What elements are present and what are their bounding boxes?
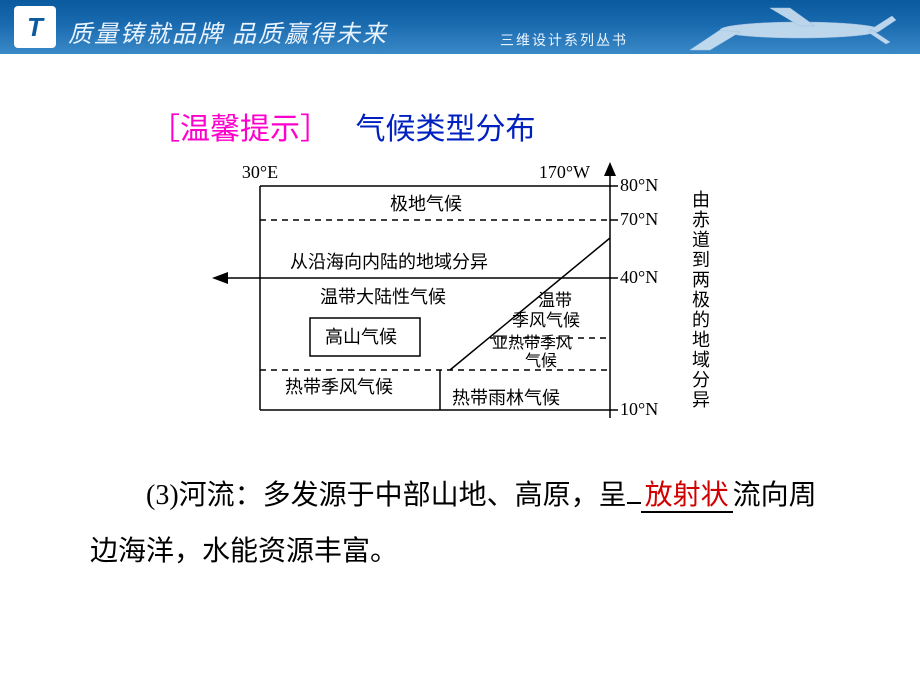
axis-label-170w: 170°W: [539, 162, 590, 182]
tick-70n: 70°N: [620, 209, 658, 229]
tick-40n: 40°N: [620, 267, 658, 287]
tick-80n: 80°N: [620, 175, 658, 195]
slide-content: ［温馨提示］ 气候类型分布: [0, 54, 920, 580]
region-temperate-monsoon-1: 温带: [538, 291, 572, 310]
body-paragraph: (3)河流：多发源于中部山地、高原，呈放射状流向周边海洋，水能资源丰富。: [90, 468, 840, 580]
region-tropical-monsoon: 热带季风气候: [285, 377, 393, 397]
series-label: 三维设计系列丛书: [500, 30, 628, 50]
climate-diagram: 30°E 170°W 80°N 70°N 40°N 10°N 极地气候 从沿海向…: [190, 158, 750, 438]
logo-icon: T: [14, 6, 56, 48]
axis-label-30e: 30°E: [242, 162, 278, 182]
region-tropical-rainforest: 热带雨林气候: [452, 388, 560, 408]
region-polar: 极地气候: [390, 194, 462, 214]
svg-text:的: 的: [692, 310, 710, 330]
svg-text:道: 道: [692, 230, 710, 250]
region-temperate-continental: 温带大陆性气候: [320, 287, 446, 307]
region-subtropical-monsoon-1: 亚热带季风: [492, 334, 572, 352]
svg-text:极: 极: [692, 290, 710, 310]
heading-title: 气候类型分布: [356, 113, 536, 146]
region-highland: 高山气候: [325, 327, 397, 347]
slogan-text: 质量铸就品牌 品质赢得未来: [68, 14, 388, 49]
tip-label: ［温馨提示］: [150, 113, 330, 146]
svg-text:两: 两: [692, 270, 710, 290]
region-temperate-monsoon-2: 季风气候: [512, 311, 580, 330]
svg-text:由: 由: [692, 190, 710, 210]
tick-10n: 10°N: [620, 399, 658, 419]
answer-text: 放射状: [641, 480, 733, 513]
blank-underline: [627, 502, 641, 504]
svg-text:域: 域: [692, 350, 710, 370]
logo-letter: T: [27, 12, 43, 43]
heading-row: ［温馨提示］ 气候类型分布: [150, 104, 850, 148]
region-subtropical-monsoon-2: 气候: [525, 352, 557, 370]
svg-text:地: 地: [692, 330, 710, 350]
para-prefix: (3)河流：多发源于中部山地、高原，呈: [146, 480, 627, 511]
header-banner: T 质量铸就品牌 品质赢得未来 三维设计系列丛书: [0, 0, 920, 54]
side-vertical-text: 由 赤 道 到 两 极 的 地 域 分 异: [692, 190, 710, 410]
region-coastal-to-inland: 从沿海向内陆的地域分异: [290, 252, 488, 272]
svg-text:异: 异: [692, 390, 710, 410]
airplane-icon: [680, 2, 900, 52]
svg-text:到: 到: [692, 250, 710, 270]
svg-text:分: 分: [692, 370, 710, 390]
svg-text:赤: 赤: [692, 210, 710, 230]
